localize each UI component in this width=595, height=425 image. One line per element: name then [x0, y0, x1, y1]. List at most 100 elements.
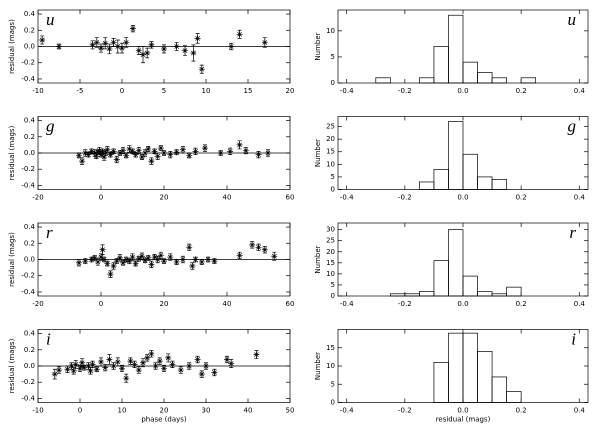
- x-tick-label: 10: [118, 407, 127, 415]
- data-point: [116, 254, 123, 261]
- data-point: [77, 365, 83, 372]
- data-point: [93, 39, 100, 46]
- bar: [491, 376, 507, 403]
- bar: [433, 260, 449, 297]
- data-point: [140, 51, 146, 58]
- x-tick-label: 20: [286, 87, 295, 95]
- band-label: i: [46, 329, 51, 348]
- x-tick-label: 0: [99, 300, 103, 308]
- bar: [448, 229, 464, 297]
- data-point: [228, 360, 235, 367]
- data-point: [68, 363, 75, 369]
- data-point: [79, 359, 86, 366]
- y-axis-label: Number: [314, 32, 322, 60]
- band-label: u: [46, 10, 55, 29]
- data-point: [201, 145, 208, 152]
- y-axis-label: Number: [314, 352, 322, 380]
- data-point: [98, 45, 104, 52]
- y-axis-label: Number: [314, 139, 322, 167]
- data-point: [192, 148, 199, 155]
- x-tick-label: 40: [244, 407, 253, 415]
- data-point: [148, 350, 155, 357]
- data-point: [148, 41, 155, 48]
- x-tick-label: -10: [32, 87, 43, 95]
- x-tick-label: 10: [202, 87, 211, 95]
- y-axis-label: residual (mags): [8, 19, 16, 74]
- x-tick-label: 0.0: [457, 300, 468, 308]
- band-label: r: [569, 223, 576, 242]
- data-point: [211, 369, 218, 376]
- bar: [462, 275, 478, 297]
- x-tick-label: 50: [286, 407, 295, 415]
- data-point: [173, 258, 180, 265]
- data-point: [89, 41, 96, 48]
- x-tick-label: 5: [162, 87, 166, 95]
- x-tick-label: -0.4: [340, 194, 354, 202]
- data-point: [99, 148, 106, 155]
- data-point: [198, 258, 205, 265]
- data-point: [192, 256, 199, 263]
- y-tick-label: 0.2: [24, 133, 35, 141]
- data-point: [116, 150, 123, 156]
- data-point: [104, 260, 111, 267]
- bar: [491, 77, 507, 84]
- data-point: [99, 246, 106, 253]
- data-point: [113, 156, 120, 163]
- data-point: [106, 45, 113, 52]
- bar: [491, 293, 507, 297]
- data-point: [91, 254, 98, 261]
- data-point: [271, 253, 278, 260]
- x-tick-label: 15: [244, 87, 253, 95]
- data-point: [79, 158, 86, 165]
- y-tick-label: 25: [326, 237, 335, 245]
- data-point: [126, 145, 133, 152]
- data-point: [82, 150, 89, 156]
- data-point: [75, 152, 82, 159]
- x-tick-label: 0.0: [457, 87, 468, 95]
- data-point: [228, 43, 235, 50]
- data-point: [132, 151, 139, 158]
- y-tick-label: 30: [326, 226, 335, 234]
- data-point: [165, 354, 172, 361]
- data-point: [91, 150, 98, 156]
- data-point: [261, 246, 268, 253]
- data-point: [236, 252, 243, 259]
- data-point: [119, 45, 125, 52]
- bar: [448, 14, 464, 84]
- data-point: [154, 153, 161, 160]
- data-point: [107, 271, 114, 278]
- x-tick-label: -0.4: [340, 300, 354, 308]
- y-tick-label: 0.4: [24, 330, 36, 338]
- data-point: [161, 150, 167, 156]
- bar: [477, 176, 493, 190]
- data-point: [70, 367, 77, 374]
- y-tick-label: -0.2: [21, 378, 35, 386]
- x-tick-label: -0.2: [398, 194, 412, 202]
- data-point: [179, 146, 186, 153]
- bar: [477, 291, 493, 297]
- y-tick-label: 0.0: [24, 43, 35, 51]
- data-point: [135, 147, 142, 154]
- band-label: u: [568, 10, 577, 29]
- data-point: [138, 154, 145, 161]
- bar: [462, 61, 478, 84]
- y-tick-label: 5: [331, 281, 335, 289]
- data-point: [173, 149, 180, 156]
- data-point: [96, 147, 103, 154]
- data-point: [255, 151, 262, 158]
- data-point: [110, 363, 117, 369]
- data-point: [127, 358, 134, 365]
- bar: [477, 72, 493, 84]
- data-point: [198, 371, 205, 378]
- y-tick-label: 15: [326, 344, 335, 352]
- x-tick-label: 0.2: [516, 407, 527, 415]
- y-tick-label: 5: [331, 53, 335, 61]
- data-point: [129, 148, 136, 155]
- data-point: [161, 365, 167, 372]
- data-point: [129, 25, 136, 32]
- data-point: [194, 35, 201, 42]
- y-tick-label: 0.0: [24, 149, 35, 157]
- y-tick-label: 20: [326, 248, 335, 256]
- y-tick-label: 20: [326, 135, 335, 143]
- data-point: [119, 365, 125, 372]
